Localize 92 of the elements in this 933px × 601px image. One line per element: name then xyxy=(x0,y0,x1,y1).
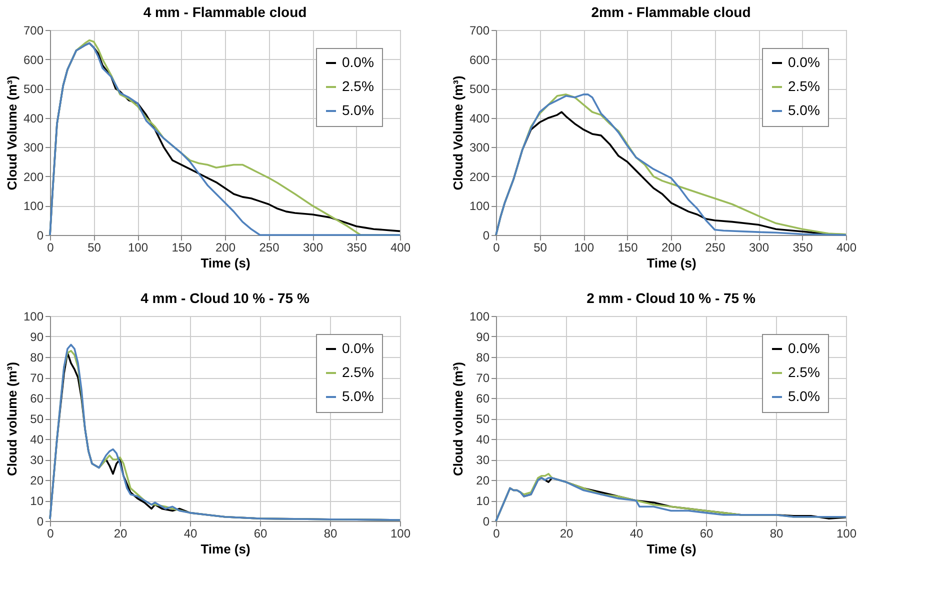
x-tick-label: 20 xyxy=(560,526,574,540)
y-tick-label: 600 xyxy=(23,52,44,67)
y-tick-label: 400 xyxy=(23,111,44,126)
x-tick-label: 20 xyxy=(114,526,128,540)
x-axis-title: Time (s) xyxy=(646,542,696,556)
x-tick-label: 350 xyxy=(792,240,814,254)
y-tick-label: 70 xyxy=(30,371,44,385)
y-tick-label: 90 xyxy=(30,330,44,344)
x-tick-label: 100 xyxy=(390,526,411,540)
x-tick-label: 80 xyxy=(770,526,784,540)
y-tick-label: 0 xyxy=(482,514,490,528)
y-tick-label: 0 xyxy=(36,514,44,528)
y-tick-label: 60 xyxy=(476,392,490,406)
x-tick-label: 400 xyxy=(836,240,857,254)
x-tick-label: 40 xyxy=(184,526,198,540)
y-tick-label: 40 xyxy=(476,432,490,446)
y-tick-label: 100 xyxy=(469,310,490,324)
x-tick-label: 0 xyxy=(493,240,500,254)
legend-label: 5.0% xyxy=(788,388,820,404)
legend-label: 5.0% xyxy=(788,102,820,118)
y-tick-label: 700 xyxy=(469,24,490,38)
y-tick-label: 80 xyxy=(476,350,490,364)
y-tick-label: 50 xyxy=(476,412,490,426)
legend-label: 0.0% xyxy=(342,54,374,70)
x-tick-label: 0 xyxy=(493,526,500,540)
y-tick-label: 10 xyxy=(30,494,44,508)
y-tick-label: 700 xyxy=(23,24,44,38)
legend-label: 0.0% xyxy=(788,54,820,70)
x-tick-label: 400 xyxy=(390,240,411,254)
x-tick-label: 100 xyxy=(836,526,857,540)
y-axis-title: Cloud Volume (m³) xyxy=(450,76,466,190)
y-tick-label: 60 xyxy=(30,392,44,406)
x-tick-label: 50 xyxy=(88,240,102,254)
y-tick-label: 100 xyxy=(23,199,44,214)
x-tick-label: 150 xyxy=(618,240,638,254)
x-tick-label: 100 xyxy=(574,240,594,254)
y-tick-label: 10 xyxy=(476,494,490,508)
x-tick-label: 0 xyxy=(47,240,54,254)
x-tick-label: 80 xyxy=(324,526,338,540)
y-tick-label: 500 xyxy=(469,82,490,96)
y-tick-label: 80 xyxy=(30,350,44,364)
x-tick-label: 0 xyxy=(47,526,54,540)
legend-label: 0.0% xyxy=(342,340,374,356)
x-tick-label: 200 xyxy=(661,240,682,254)
legend-label: 2.5% xyxy=(788,78,820,94)
y-tick-label: 300 xyxy=(23,140,44,155)
y-tick-label: 20 xyxy=(476,474,490,488)
legend-label: 2.5% xyxy=(342,364,374,380)
legend-label: 0.0% xyxy=(788,340,820,356)
y-tick-label: 40 xyxy=(30,432,44,446)
x-tick-label: 200 xyxy=(215,240,236,254)
x-axis-title: Time (s) xyxy=(200,256,250,270)
y-tick-label: 600 xyxy=(469,52,490,67)
y-tick-label: 30 xyxy=(476,453,490,467)
y-tick-label: 200 xyxy=(469,170,490,184)
x-axis-title: Time (s) xyxy=(200,542,250,556)
legend-label: 5.0% xyxy=(342,388,374,404)
x-tick-label: 300 xyxy=(748,240,770,254)
y-tick-label: 50 xyxy=(30,412,44,426)
x-tick-label: 250 xyxy=(705,240,726,254)
x-tick-label: 250 xyxy=(259,240,280,254)
y-tick-label: 20 xyxy=(30,474,44,488)
legend-label: 2.5% xyxy=(342,78,374,94)
x-tick-label: 60 xyxy=(254,526,268,540)
x-tick-label: 100 xyxy=(128,240,148,254)
y-tick-label: 300 xyxy=(469,140,490,155)
y-axis-title: Cloud Volume (m³) xyxy=(4,76,20,190)
legend-label: 5.0% xyxy=(342,102,374,118)
y-tick-label: 100 xyxy=(469,199,490,214)
x-tick-label: 40 xyxy=(630,526,644,540)
x-tick-label: 50 xyxy=(534,240,548,254)
chart-title: 2 mm - Cloud 10 % - 75 % xyxy=(586,290,756,306)
y-tick-label: 0 xyxy=(482,228,490,242)
x-axis-title: Time (s) xyxy=(646,256,696,270)
x-tick-label: 150 xyxy=(172,240,192,254)
y-tick-label: 500 xyxy=(23,82,44,96)
chart-title: 2mm - Flammable cloud xyxy=(591,4,751,20)
y-tick-label: 100 xyxy=(23,310,44,324)
y-axis-title: Cloud volume (m³) xyxy=(4,362,20,476)
x-tick-label: 300 xyxy=(302,240,324,254)
y-tick-label: 200 xyxy=(23,170,44,184)
y-axis-title: Cloud volume (m³) xyxy=(450,362,466,476)
legend-label: 2.5% xyxy=(788,364,820,380)
y-tick-label: 0 xyxy=(36,228,44,242)
chart-title: 4 mm - Flammable cloud xyxy=(143,4,307,20)
y-tick-label: 30 xyxy=(30,453,44,467)
y-tick-label: 400 xyxy=(469,111,490,126)
y-tick-label: 90 xyxy=(476,330,490,344)
x-tick-label: 350 xyxy=(346,240,368,254)
y-tick-label: 70 xyxy=(476,371,490,385)
chart-title: 4 mm - Cloud 10 % - 75 % xyxy=(140,290,310,306)
x-tick-label: 60 xyxy=(700,526,714,540)
